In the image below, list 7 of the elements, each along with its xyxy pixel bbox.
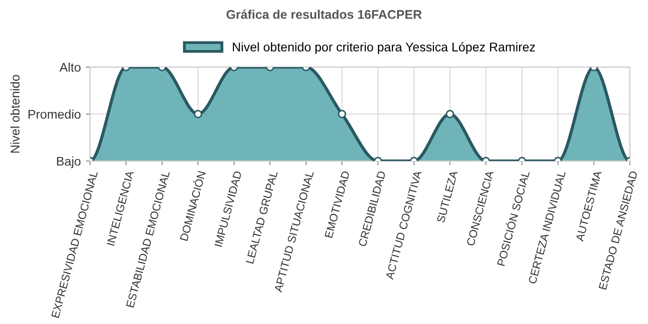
category-label: Promedio (28, 110, 81, 119)
legend-label: Nivel obtenido por criterio para Yessica López Ramirez (232, 42, 535, 54)
category-label: Bajo (57, 156, 81, 168)
x-tick-label: LEALTAD GRUPAL (246, 170, 278, 264)
y-axis-title: Nivel obtenido (10, 74, 20, 153)
category-label: Alto (60, 62, 81, 72)
chart-title: Gráfica de resultados 16FACPER (226, 10, 422, 19)
